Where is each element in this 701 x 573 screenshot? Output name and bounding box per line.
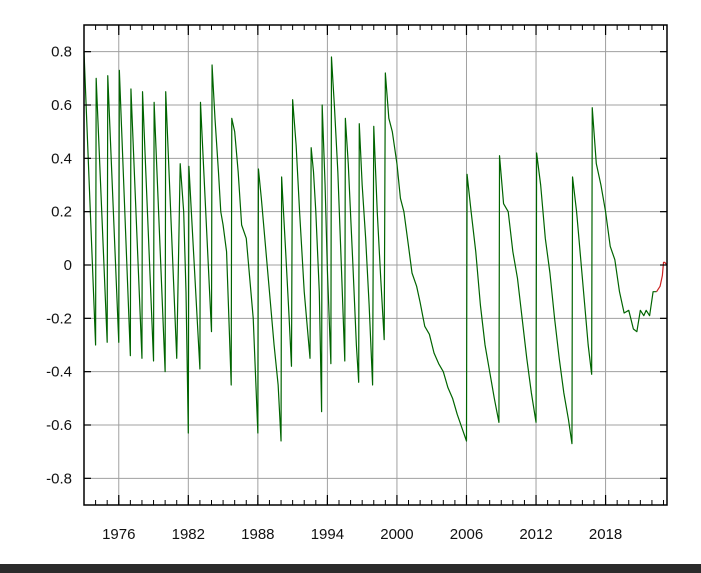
axes [83,24,668,506]
tick-labels: 1976 1982 1988 1994 2000 2006 2012 2018 0.8 0.6 0.… [46,44,622,543]
x-tick-label: 2000 [380,526,413,543]
grid [84,25,667,505]
y-tick-label: 0.6 [51,97,72,114]
x-tick-label: 2006 [450,526,483,543]
x-tick-label: 1994 [311,526,344,543]
series-line-2 [656,261,668,292]
x-tick-label: 1976 [102,526,135,543]
y-tick-label: 0.2 [51,204,72,221]
y-tick-label: -0.4 [46,364,72,381]
x-tick-label: 2018 [589,526,622,543]
y-tick-label: 0.8 [51,44,72,61]
x-tick-label: 1988 [241,526,274,543]
y-tick-label: -0.8 [46,470,72,487]
y-tick-label: 0.4 [51,150,72,167]
series-layer [83,51,668,445]
x-tick-label: 1982 [172,526,205,543]
series-line-1 [83,51,657,445]
y-tick-label: -0.2 [46,310,72,327]
x-tick-label: 2012 [519,526,552,543]
y-tick-label: -0.6 [46,417,72,434]
y-tick-label: 0 [64,257,72,274]
bottom-bar [0,564,701,573]
